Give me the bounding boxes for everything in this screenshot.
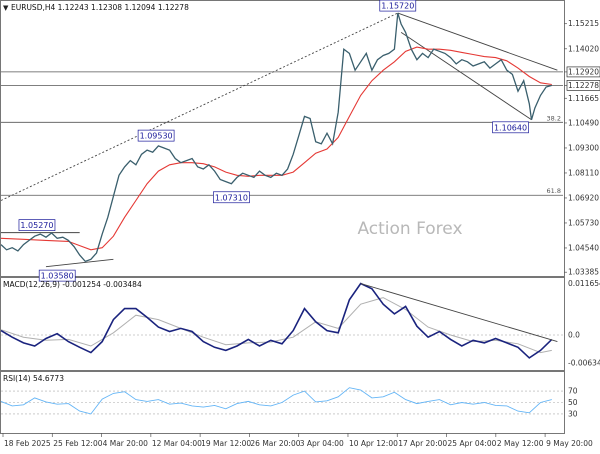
price-panel-frame — [0, 0, 565, 277]
trendline — [397, 12, 558, 71]
macd-y-tick-label: 0.011654 — [568, 279, 600, 288]
callout-box — [379, 0, 417, 12]
callout-label: 1.07310 — [215, 193, 248, 202]
x-tick-label: 12 Mar 04:00 — [152, 439, 202, 448]
macd-line — [0, 282, 553, 359]
y-tick-label: 1.06920 — [568, 193, 599, 202]
callout-box — [492, 121, 529, 134]
y-tick-label: 1.12920 — [568, 67, 599, 76]
x-tick-label: 9 May 20:00 — [546, 439, 593, 448]
level-label: 61.8 — [547, 187, 561, 195]
callout-label: 1.09530 — [140, 132, 173, 141]
y-tick-highlight-box — [566, 80, 600, 91]
macd-y-tick-label: -0.006345 — [568, 358, 600, 367]
moving-average-line — [0, 46, 552, 251]
x-tick-label: 3 Apr 04:00 — [300, 439, 344, 448]
macd-panel-frame — [0, 277, 565, 371]
x-tick-label: 25 Feb 12:00 — [53, 439, 102, 448]
macd-series-group — [0, 282, 563, 359]
trendline — [45, 258, 114, 268]
callout-box — [137, 129, 175, 142]
rsi-y-tick-label: 70 — [568, 387, 578, 396]
macd-signal-line — [0, 297, 552, 354]
rsi-line — [0, 387, 552, 415]
y-tick-label: 1.09300 — [568, 143, 599, 152]
price-line — [0, 12, 552, 263]
y-tick-label: 1.10490 — [568, 118, 599, 127]
price-callouts: 1.15720 1.09530 1.07310 1.05270 1.03580 1.106… — [18, 0, 529, 282]
y-tick-label: 1.15215 — [568, 19, 599, 28]
y-tick-label: 1.14020 — [568, 44, 599, 53]
x-tick-label: 4 Mar 20:00 — [103, 439, 149, 448]
rsi-y-tick-label: 50 — [568, 398, 578, 407]
symbol-icon: ▼ — [3, 4, 9, 12]
rsi-series-group — [0, 387, 563, 415]
macd-panel-header: MACD(12,26,9) -0.001254 -0.003484 — [3, 280, 142, 289]
y-axis-ticks: 1.15215 1.14020 1.12920 1.12278 1.11665 1.104… — [564, 19, 600, 418]
x-tick-label: 26 Mar 20:00 — [250, 439, 300, 448]
price-panel-header: EURUSD,H4 1.12243 1.12308 1.12094 1.1227… — [11, 3, 189, 12]
rsi-panel-header: RSI(14) 54.6773 — [3, 374, 64, 383]
y-tick-label: 1.03385 — [568, 268, 599, 277]
callout-box — [213, 191, 250, 204]
x-axis-ticks: 18 Feb 2025 25 Feb 12:00 4 Mar 20:00 12 Mar… — [2, 433, 593, 448]
y-tick-highlight-box — [566, 66, 600, 78]
x-tick-label: 19 Mar 12:00 — [201, 439, 251, 448]
callout-box — [18, 219, 56, 231]
y-tick-label: 1.04540 — [568, 243, 599, 252]
y-tick-label: 1.08110 — [568, 168, 599, 177]
macd-y-tick-label: 0.0 — [568, 331, 580, 340]
callout-label: 1.05270 — [20, 221, 53, 230]
watermark: Action Forex — [357, 219, 462, 239]
x-tick-label: 25 Apr 04:00 — [448, 439, 497, 448]
trendline — [400, 32, 532, 121]
x-tick-label: 17 Apr 20:00 — [398, 439, 447, 448]
x-tick-label: 2 May 12:00 — [497, 439, 544, 448]
callout-label: 1.10640 — [494, 123, 527, 132]
y-tick-label: 1.11665 — [568, 94, 599, 103]
x-tick-label: 10 Apr 12:00 — [349, 439, 398, 448]
rsi-y-tick-label: 30 — [568, 409, 578, 418]
trendline — [0, 12, 398, 201]
callout-label: 1.03580 — [41, 272, 74, 281]
x-tick-label: 18 Feb 2025 — [4, 439, 51, 448]
price-series-group — [0, 12, 552, 263]
callout-label: 1.15720 — [381, 2, 414, 11]
horizontal-levels: 38.2 61.8 — [1, 71, 563, 196]
macd-trendline — [360, 283, 558, 343]
level-label: 38.2 — [547, 114, 561, 122]
callout-box — [38, 269, 76, 282]
y-tick-label: 1.12278 — [568, 81, 599, 90]
y-tick-label: 1.05730 — [568, 218, 599, 227]
trendlines — [0, 12, 558, 268]
